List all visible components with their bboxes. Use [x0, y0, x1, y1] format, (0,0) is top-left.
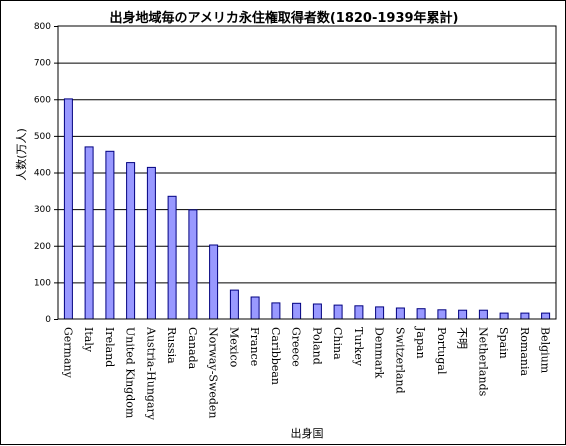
- bar-romania: [520, 312, 530, 320]
- x-tick-label: Russia: [165, 327, 178, 364]
- y-tick-label-0: 0: [45, 315, 51, 325]
- bar-russia: [167, 195, 177, 320]
- chart-title: 出身地域毎のアメリカ永住権取得者数(1820-1939年累計): [110, 10, 459, 26]
- x-tick-label: Switzerland: [393, 327, 406, 394]
- x-tick-label: Portugal: [435, 327, 448, 375]
- y-axis-title: 人数(万人): [15, 128, 28, 181]
- gridlines: [58, 62, 556, 284]
- x-tick-label: Romania: [518, 327, 531, 376]
- y-tick-label-100: 100: [34, 278, 51, 288]
- bar-mexico: [229, 289, 239, 320]
- x-tick-label: 不明: [456, 327, 469, 349]
- bar-netherlands: [478, 309, 488, 320]
- bar-portugal: [437, 309, 447, 320]
- bar-china: [333, 304, 343, 320]
- x-tick-label: Netherlands: [476, 327, 489, 397]
- x-tick-label: Poland: [310, 327, 323, 365]
- x-tick-label: France: [248, 327, 261, 366]
- bar-poland: [312, 303, 322, 320]
- y-tick-label-800: 800: [34, 22, 51, 32]
- bar-greece: [292, 302, 302, 320]
- y-tick-label-700: 700: [34, 59, 51, 69]
- x-tick-label: Austria-Hungary: [144, 326, 157, 421]
- x-tick-label: Norway-Sweden: [207, 327, 220, 419]
- x-tick-label: Denmark: [373, 327, 386, 379]
- bar-italy: [84, 146, 94, 320]
- x-tick-label: Japan: [414, 326, 427, 359]
- x-axis-category-labels: Germany Italy Ireland United Kingdom Austria…: [61, 326, 551, 421]
- bars: [63, 98, 551, 320]
- bar-germany: [63, 98, 73, 320]
- x-tick-label: Caribbean: [269, 327, 282, 385]
- bar-france: [250, 296, 260, 320]
- x-tick-label: Mexico: [227, 327, 240, 368]
- y-tick-label-400: 400: [34, 169, 51, 179]
- bar-japan: [416, 308, 426, 320]
- x-tick-label: Italy: [82, 327, 95, 353]
- x-tick-label: Ireland: [103, 327, 116, 367]
- x-tick-label: Turkey: [352, 327, 365, 367]
- x-tick-label: United Kingdom: [124, 327, 137, 419]
- bar-denmark: [375, 306, 385, 320]
- bar-spain: [499, 312, 509, 320]
- bar-canada: [188, 209, 198, 320]
- bar-norway-sweden: [209, 244, 219, 320]
- y-tick-label-500: 500: [34, 132, 51, 142]
- y-tick-label-200: 200: [34, 242, 51, 252]
- x-tick-label: Belgium: [539, 327, 552, 374]
- bar-belgium: [541, 312, 551, 320]
- y-axis-ticks: 0 100 200 300 400 500 600 700 800: [34, 22, 58, 325]
- x-tick-label: Germany: [61, 327, 74, 379]
- bar-united-kingdom: [126, 162, 136, 320]
- x-tick-label: Spain: [497, 327, 510, 359]
- x-tick-label: Canada: [186, 327, 199, 370]
- y-tick-label-300: 300: [34, 205, 51, 215]
- bar--: [458, 309, 468, 320]
- y-tick-label-600: 600: [34, 95, 51, 105]
- bar-switzerland: [395, 307, 405, 320]
- bar-ireland: [105, 150, 115, 320]
- x-tick-label: Greece: [290, 327, 303, 367]
- bar-austria-hungary: [146, 166, 156, 320]
- x-tick-label: China: [331, 327, 344, 360]
- bar-turkey: [354, 305, 364, 320]
- bar-caribbean: [271, 302, 281, 320]
- x-axis-title: 出身国: [291, 426, 324, 440]
